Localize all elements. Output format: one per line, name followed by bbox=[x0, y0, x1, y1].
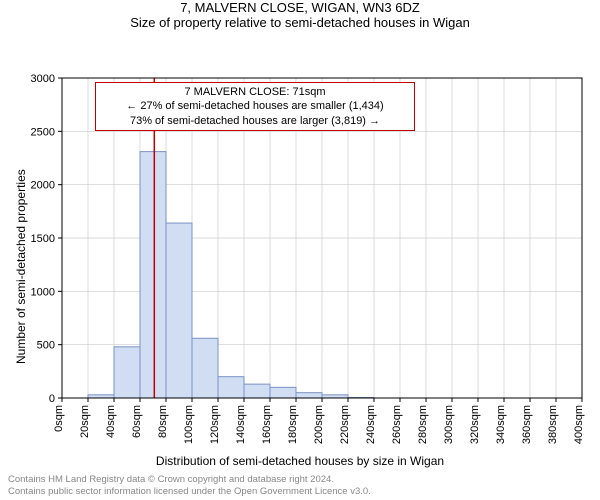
svg-text:360sqm: 360sqm bbox=[521, 405, 533, 444]
y-axis-label: Number of semi-detached properties bbox=[14, 169, 28, 364]
svg-text:380sqm: 380sqm bbox=[547, 405, 559, 444]
svg-text:300sqm: 300sqm bbox=[443, 405, 455, 444]
x-axis-label: Distribution of semi-detached houses by … bbox=[0, 454, 600, 468]
svg-text:120sqm: 120sqm bbox=[209, 405, 221, 444]
svg-text:1500: 1500 bbox=[31, 233, 55, 245]
svg-text:400sqm: 400sqm bbox=[573, 405, 585, 444]
title-sub: Size of property relative to semi-detach… bbox=[0, 15, 600, 30]
svg-text:100sqm: 100sqm bbox=[183, 405, 195, 444]
svg-text:240sqm: 240sqm bbox=[365, 405, 377, 444]
title-main: 7, MALVERN CLOSE, WIGAN, WN3 6DZ bbox=[0, 0, 600, 15]
svg-text:280sqm: 280sqm bbox=[417, 405, 429, 444]
chart-area: Number of semi-detached properties 0 500 1… bbox=[0, 34, 600, 454]
svg-text:2500: 2500 bbox=[31, 126, 55, 138]
footer-line1: Contains HM Land Registry data © Crown c… bbox=[8, 474, 371, 486]
footer-line2: Contains public sector information licen… bbox=[8, 486, 371, 498]
svg-text:200sqm: 200sqm bbox=[313, 405, 325, 444]
svg-text:320sqm: 320sqm bbox=[469, 405, 481, 444]
annotation-line2: ← 27% of semi-detached houses are smalle… bbox=[102, 99, 408, 113]
svg-text:140sqm: 140sqm bbox=[235, 405, 247, 444]
footer-attribution: Contains HM Land Registry data © Crown c… bbox=[0, 470, 379, 498]
svg-text:2000: 2000 bbox=[31, 180, 55, 192]
annotation-box: 7 MALVERN CLOSE: 71sqm ← 27% of semi-det… bbox=[95, 82, 415, 131]
svg-text:180sqm: 180sqm bbox=[287, 405, 299, 444]
svg-text:160sqm: 160sqm bbox=[261, 405, 273, 444]
annotation-line3: 73% of semi-detached houses are larger (… bbox=[102, 114, 408, 128]
svg-text:0: 0 bbox=[49, 393, 55, 405]
svg-text:220sqm: 220sqm bbox=[339, 405, 351, 444]
svg-text:0sqm: 0sqm bbox=[53, 405, 65, 432]
svg-text:1000: 1000 bbox=[31, 286, 55, 298]
svg-text:500: 500 bbox=[37, 340, 55, 352]
svg-text:80sqm: 80sqm bbox=[157, 405, 169, 438]
svg-text:3000: 3000 bbox=[31, 73, 55, 85]
svg-text:260sqm: 260sqm bbox=[391, 405, 403, 444]
svg-text:340sqm: 340sqm bbox=[495, 405, 507, 444]
svg-text:20sqm: 20sqm bbox=[79, 405, 91, 438]
annotation-line1: 7 MALVERN CLOSE: 71sqm bbox=[102, 85, 408, 99]
svg-text:40sqm: 40sqm bbox=[105, 405, 117, 438]
svg-text:60sqm: 60sqm bbox=[131, 405, 143, 438]
